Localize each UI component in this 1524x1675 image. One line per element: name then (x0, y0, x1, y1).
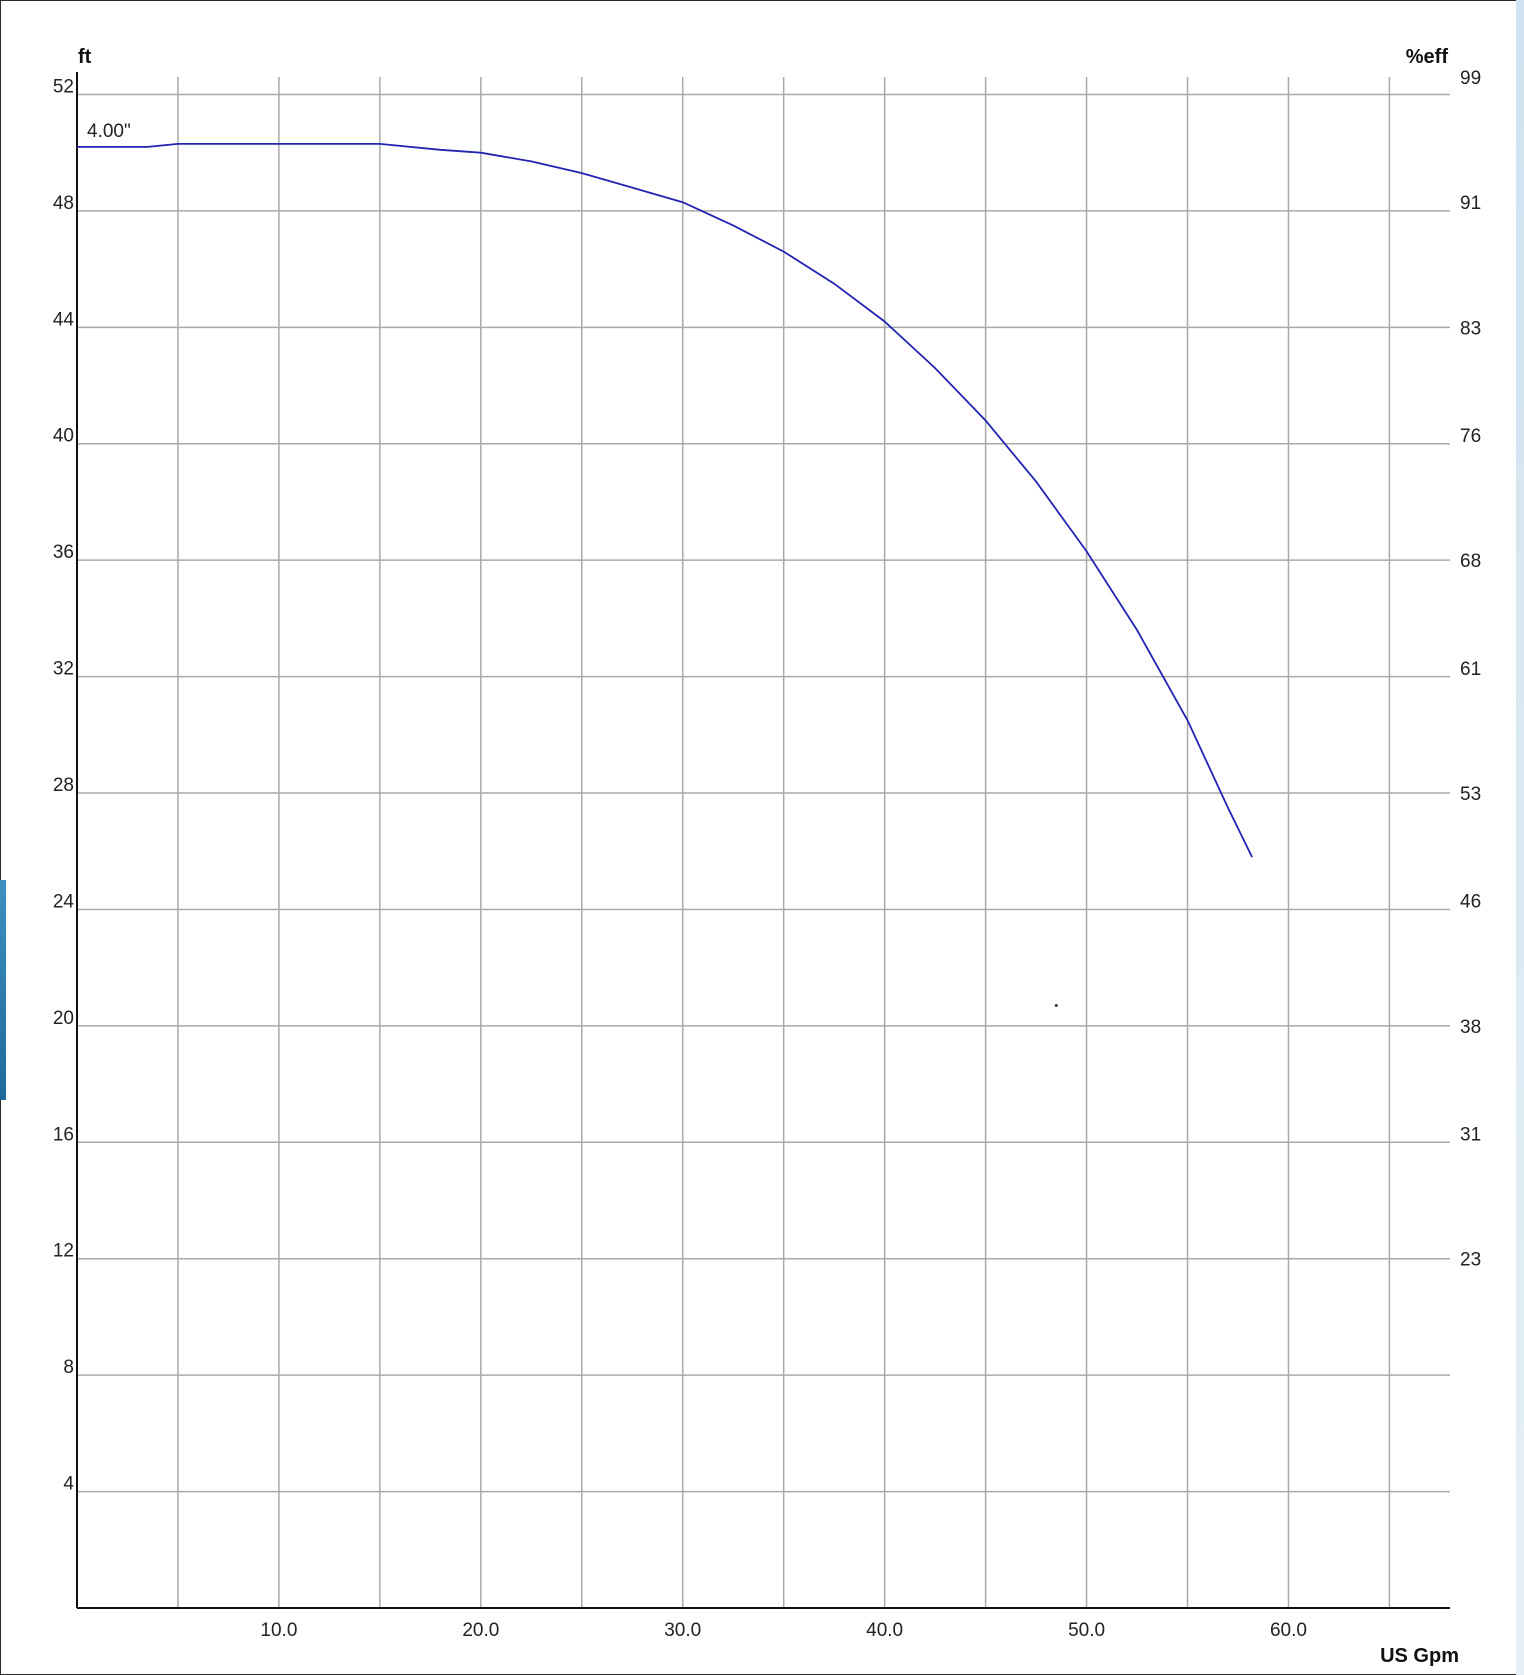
y-tick-label: 52 (53, 76, 74, 97)
y-axis-title: ft (78, 46, 92, 68)
y2-tick-label: 83 (1460, 318, 1481, 339)
y2-tick-label: 23 (1460, 1250, 1481, 1271)
head-curve-line (77, 143, 1253, 858)
y2-tick-label: 68 (1460, 551, 1481, 572)
stray-point (1054, 1003, 1058, 1007)
y-tick-label: 20 (53, 1008, 74, 1029)
y-tick-label: 24 (53, 891, 75, 912)
x-tick-label: 60.0 (1270, 1620, 1307, 1641)
y-tick-label: 36 (53, 542, 74, 563)
y2-tick-label: 53 (1460, 784, 1481, 805)
y2-tick-label: 31 (1460, 1125, 1481, 1146)
y-tick-label: 4 (63, 1474, 74, 1495)
curve-layer (77, 143, 1253, 1007)
x-tick-label: 40.0 (866, 1620, 903, 1641)
y-tick-label: 16 (53, 1124, 74, 1145)
y-tick-label: 32 (53, 659, 74, 680)
y-tick-label: 12 (53, 1241, 74, 1262)
grid-layer (77, 77, 1450, 1608)
y2-tick-label: 61 (1460, 659, 1481, 680)
x-tick-label: 20.0 (462, 1620, 499, 1641)
y2-tick-label: 91 (1460, 193, 1481, 214)
y2-tick-label: 76 (1460, 426, 1481, 447)
y2-tick-label: 99 (1460, 68, 1481, 89)
y-tick-label: 48 (53, 193, 74, 214)
x-tick-label: 50.0 (1068, 1620, 1105, 1641)
y-tick-label: 40 (53, 426, 74, 447)
y-tick-label: 28 (53, 775, 74, 796)
window-edge-decoration (1516, 0, 1524, 1675)
y-tick-label: 44 (53, 309, 75, 330)
y2-tick-label: 38 (1460, 1017, 1481, 1038)
x-tick-label: 10.0 (260, 1620, 297, 1641)
window-edge-decoration-left (0, 880, 6, 1100)
x-axis-title: US Gpm (1380, 1645, 1459, 1667)
y2-tick-label: 46 (1460, 892, 1481, 913)
y2-axis-title: %eff (1406, 46, 1449, 68)
curve-label: 4.00" (87, 121, 131, 142)
axes-layer (76, 72, 1450, 1609)
x-tick-label: 30.0 (664, 1620, 701, 1641)
y-tick-label: 8 (63, 1357, 74, 1378)
label-layer: 10.0 20.0 30.0 40.0 50.0 60.04812162024283236… (53, 46, 1481, 1667)
